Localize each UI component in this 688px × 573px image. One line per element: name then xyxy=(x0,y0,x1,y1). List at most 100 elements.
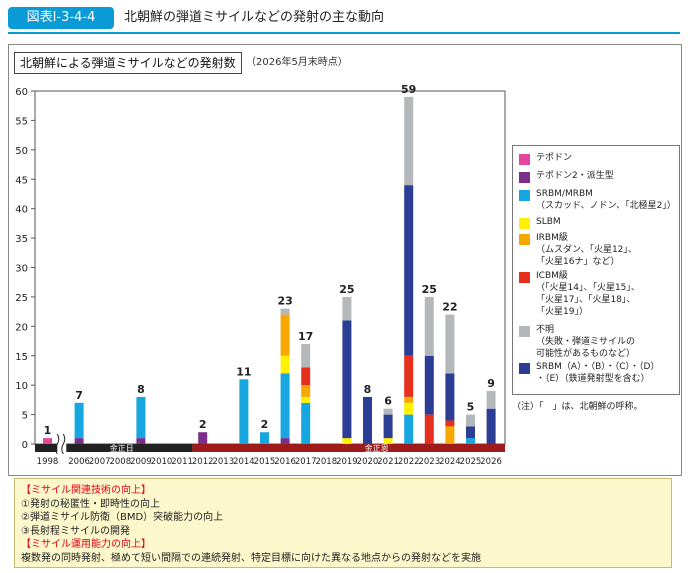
bar-segment xyxy=(43,438,52,444)
y-tick-label: 45 xyxy=(15,175,28,186)
bar-segment xyxy=(280,355,290,374)
bar-segment xyxy=(383,414,393,439)
y-tick-label: 40 xyxy=(15,205,28,216)
y-tick-label: 50 xyxy=(15,146,28,157)
axis-break-gap xyxy=(57,432,67,454)
legend-label: SRBM（A）・（B）・（C）・（D） ・（E）（鉄道発射型を含む） xyxy=(536,362,660,384)
x-tick-label: 2016 xyxy=(274,457,296,467)
bar-segment xyxy=(404,355,414,397)
era-band-kim-jong-un xyxy=(192,444,505,452)
bar-segment xyxy=(445,314,455,374)
bar-segment xyxy=(424,296,434,356)
y-tick-label: 15 xyxy=(15,352,28,363)
x-tick-label: 2020 xyxy=(357,457,379,467)
info-panel-heading: 【ミサイル関連技術の向上】 xyxy=(21,485,151,496)
chart-legend: テポドン テポドン2・派生型 SRBM/MRBM （スカッド、ノドン、「北極星2」）… xyxy=(512,145,680,395)
bar-segment xyxy=(404,96,414,186)
bar-segment xyxy=(301,402,311,444)
legend-swatch xyxy=(519,234,530,245)
info-panel-line: ①発射の秘匿性・即時性の向上 xyxy=(21,498,160,510)
y-tick-label: 5 xyxy=(22,411,28,422)
bar-total-label: 25 xyxy=(422,283,437,296)
legend-label: 不明 （失敗・弾道ミサイルの 可能性があるものなど） xyxy=(536,325,636,359)
bar-segment xyxy=(404,414,414,444)
bar-segment xyxy=(466,414,475,427)
legend-label: IRBM級 （ムスダン、「火星12」、 「火星16ナ」など） xyxy=(536,233,637,267)
bar-segment xyxy=(280,373,290,439)
bar-segment xyxy=(301,396,311,403)
bar-segment xyxy=(280,308,290,315)
legend-label: ICBM級 （「火星14」、「火星15」、 「火星17」、「火星18」、 「火星… xyxy=(536,271,640,317)
bar-segment xyxy=(198,432,208,444)
bar-segment xyxy=(466,438,475,444)
x-tick-label: 2022 xyxy=(398,457,420,467)
legend-swatch xyxy=(519,190,530,201)
bar-total-label: 59 xyxy=(401,83,416,96)
bar-segment xyxy=(404,185,414,356)
bar-segment xyxy=(383,408,393,415)
bar-total-label: 2 xyxy=(199,418,207,431)
x-tick-label: 2008 xyxy=(109,457,131,467)
y-tick-label: 10 xyxy=(15,381,28,392)
x-tick-label: 2010 xyxy=(151,457,173,467)
bar-segment xyxy=(445,373,455,421)
axis-break-mark xyxy=(61,433,66,455)
era-band-kim-jong-il xyxy=(35,444,193,452)
bar-segment xyxy=(301,385,311,397)
bar-segment xyxy=(486,391,496,409)
x-tick-label: 2011 xyxy=(171,457,193,467)
legend-swatch xyxy=(519,326,530,337)
bar-total-label: 25 xyxy=(339,283,354,296)
chart-note: （注）「 」は、北朝鮮の呼称。 xyxy=(512,402,643,412)
bar-segment xyxy=(445,426,455,444)
x-tick-label: 1998 xyxy=(37,457,59,467)
bar-segment xyxy=(424,414,434,444)
legend-label: テポドン xyxy=(536,153,573,163)
x-tick-label: 2015 xyxy=(254,457,276,467)
bar-segment xyxy=(136,438,146,444)
bar-segment xyxy=(301,367,311,386)
era-label-kim-jong-un: 金正恩 xyxy=(365,443,389,453)
y-tick-label: 25 xyxy=(15,293,28,304)
bar-total-label: 1 xyxy=(44,424,52,437)
bar-segment xyxy=(74,438,84,444)
x-tick-label: 2007 xyxy=(89,457,111,467)
bar-segment xyxy=(445,420,455,427)
bar-segment xyxy=(136,396,146,439)
info-panel-line: 複数発の同時発射、極めて短い間隔での連続発射、特定目標に向けた異なる地点からの発… xyxy=(21,552,481,564)
bar-segment xyxy=(363,396,372,444)
figure-number-badge: 図表Ⅰ-3-4-4 xyxy=(8,7,114,29)
legend-swatch xyxy=(519,172,530,183)
bar-segment xyxy=(301,343,311,368)
y-tick-label: 60 xyxy=(15,87,28,98)
figure-title: 北朝鮮の弾道ミサイルなどの発射の主な動向 xyxy=(124,10,385,25)
legend-label: SRBM/MRBM （スカッド、ノドン、「北極星2」） xyxy=(536,189,676,211)
info-panel-line: ③長射程ミサイルの開発 xyxy=(21,525,130,537)
y-tick-label: 0 xyxy=(22,440,28,451)
x-tick-label: 2023 xyxy=(418,457,440,467)
bar-total-label: 8 xyxy=(137,383,145,396)
header-rule xyxy=(8,32,680,34)
bar-segment xyxy=(486,408,496,444)
plot-area xyxy=(34,90,506,445)
x-tick-label: 2014 xyxy=(233,457,255,467)
y-tick-label: 30 xyxy=(15,264,28,275)
bar-total-label: 9 xyxy=(487,377,495,390)
bar-segment xyxy=(260,432,269,444)
bar-segment xyxy=(404,402,414,415)
bar-total-label: 6 xyxy=(384,395,392,408)
bar-segment xyxy=(404,396,414,403)
chart-frame xyxy=(8,44,682,476)
legend-swatch xyxy=(519,218,530,229)
x-tick-label: 2019 xyxy=(336,457,358,467)
chart-title: 北朝鮮による弾道ミサイルなどの発射数 xyxy=(14,52,242,74)
bar-segment xyxy=(280,438,290,444)
x-tick-label: 2012 xyxy=(192,457,214,467)
bar-total-label: 2 xyxy=(261,418,269,431)
y-tick-label: 35 xyxy=(15,234,28,245)
bar-total-label: 17 xyxy=(298,330,313,343)
axis-break-mark xyxy=(55,433,60,455)
figure-header: 図表Ⅰ-3-4-4 北朝鮮の弾道ミサイルなどの発射の主な動向 xyxy=(0,0,688,34)
x-tick-label: 2026 xyxy=(480,457,502,467)
